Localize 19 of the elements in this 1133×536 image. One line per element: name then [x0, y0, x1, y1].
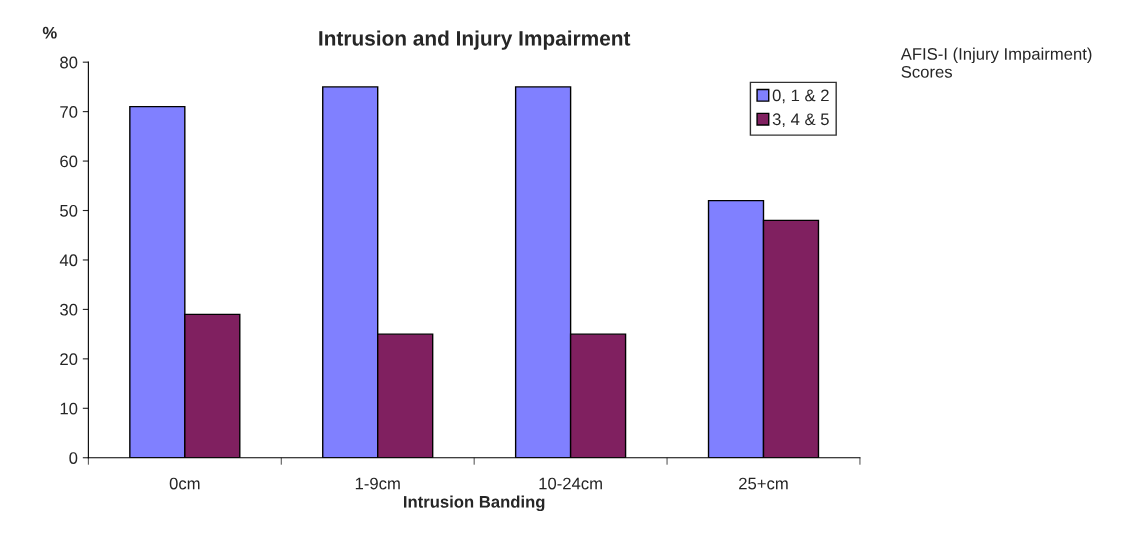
- y-axis-title: %: [42, 26, 57, 39]
- x-tick-label: 25+cm: [739, 477, 788, 490]
- y-tick-label: 0: [69, 452, 78, 464]
- y-tick-label: 10: [60, 402, 78, 415]
- legend-label: 3, 4 & 5: [772, 113, 829, 128]
- chart-title: Intrusion and Injury Impairment: [319, 30, 631, 50]
- legend-label: 0, 1 & 2: [772, 89, 829, 104]
- legend-title: AFIS-I (Injury Impairment) Scores: [900, 47, 1092, 78]
- x-tick-label: 0cm: [169, 477, 200, 490]
- y-tick-label: 50: [60, 204, 78, 217]
- y-tick-label: 60: [60, 155, 78, 168]
- y-tick-label: 70: [60, 106, 78, 118]
- y-tick-label: 30: [60, 303, 78, 316]
- x-axis-title: Intrusion Banding: [403, 495, 545, 512]
- x-tick-label: 1-9cm: [355, 477, 400, 490]
- x-tick-label: 10-24cm: [539, 477, 602, 490]
- y-tick-label: 40: [59, 254, 78, 267]
- y-tick-label: 20: [60, 353, 78, 366]
- y-tick-label: 80: [60, 56, 78, 69]
